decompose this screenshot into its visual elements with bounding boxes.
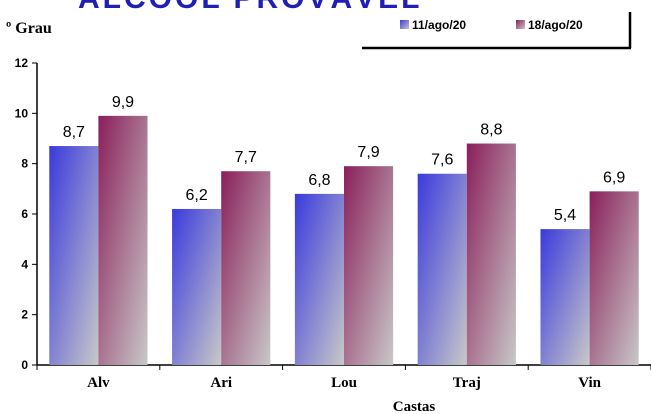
- data-label: 7,6: [431, 152, 453, 169]
- data-label: 7,7: [235, 149, 257, 166]
- y-tick-label: 4: [21, 257, 28, 271]
- x-axis-title: Castas: [393, 399, 436, 414]
- chart-title: ALCOOL PROVÁVEL: [78, 0, 422, 15]
- y-tick-label: 12: [15, 56, 29, 70]
- data-label: 8,7: [63, 124, 85, 141]
- axes: 0 2 4 6 8 10 12 Alv Ari Lou Traj Vin: [15, 56, 651, 391]
- bars: [49, 115, 639, 365]
- bar: [466, 143, 516, 365]
- y-tick-label: 2: [21, 308, 28, 322]
- data-label: 6,9: [603, 169, 625, 186]
- bar: [221, 171, 271, 365]
- y-tick-label: 10: [15, 106, 29, 120]
- bar: [294, 193, 344, 365]
- category-label: Alv: [87, 375, 110, 391]
- legend-swatch: [516, 20, 525, 29]
- bar: [98, 115, 148, 365]
- legend: 11/ago/20 18/ago/20: [362, 12, 632, 50]
- bar: [49, 146, 99, 365]
- data-labels: 8,7 6,2 6,8 7,6 5,4 9,9 7,7 7,9 8,8 6,9: [63, 94, 626, 224]
- y-tick-label: 8: [21, 157, 28, 171]
- bar: [540, 229, 590, 365]
- y-tick-label: 6: [21, 207, 28, 221]
- y-axis-title: º Grau: [6, 20, 52, 37]
- category-label: Traj: [453, 375, 481, 391]
- category-label: Vin: [578, 375, 601, 391]
- data-label: 7,9: [357, 144, 379, 161]
- data-label: 8,8: [480, 122, 502, 139]
- data-label: 5,4: [554, 207, 576, 224]
- bar: [172, 208, 222, 365]
- legend-label: 11/ago/20: [412, 18, 466, 32]
- bar: [589, 191, 639, 365]
- data-label: 6,8: [308, 172, 330, 189]
- data-label: 6,2: [186, 187, 208, 204]
- bar: [417, 173, 467, 365]
- category-label: Ari: [210, 375, 232, 391]
- y-tick-label: 0: [21, 358, 28, 372]
- legend-label: 18/ago/20: [528, 18, 583, 32]
- legend-swatch: [400, 20, 409, 29]
- data-label: 9,9: [112, 94, 134, 111]
- category-label: Lou: [331, 375, 357, 391]
- bar: [344, 166, 394, 365]
